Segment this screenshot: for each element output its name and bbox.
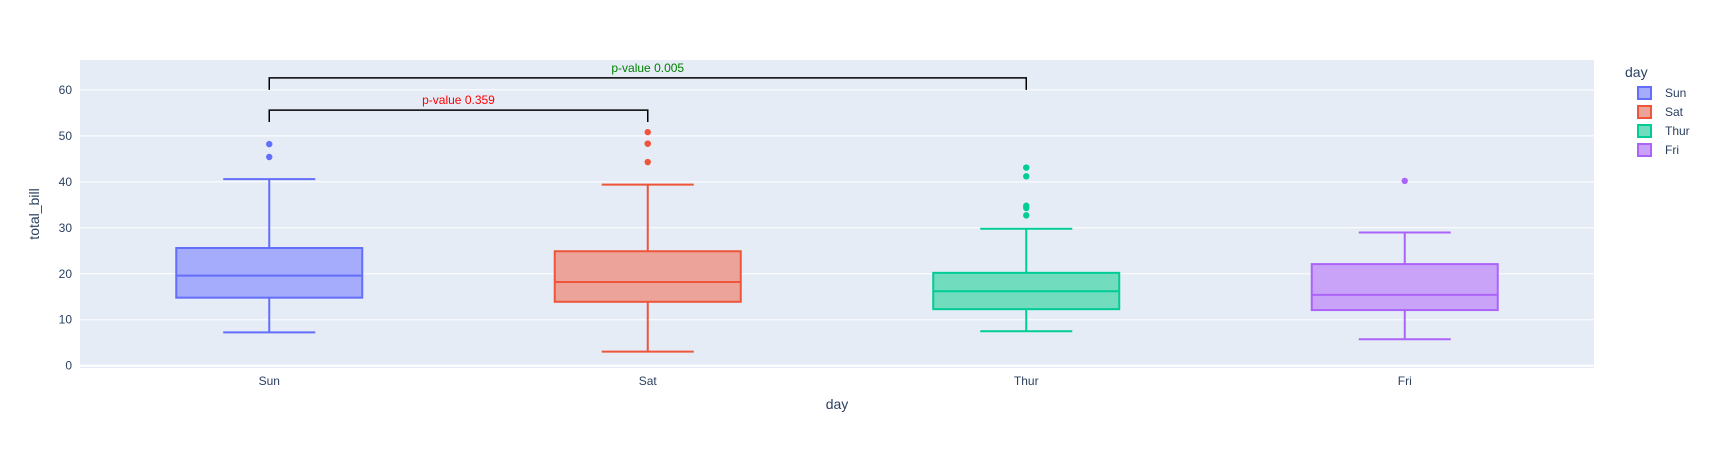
iqr-box bbox=[175, 247, 364, 299]
legend-swatch bbox=[1637, 86, 1652, 100]
outlier-point bbox=[266, 153, 273, 161]
box-fri bbox=[1310, 177, 1499, 341]
x-tick-label: Sat bbox=[639, 374, 658, 388]
legend-item-sun[interactable]: Sun bbox=[1637, 86, 1686, 100]
legend-item-thur[interactable]: Thur bbox=[1637, 124, 1690, 138]
legend-swatch bbox=[1637, 105, 1652, 119]
outlier-point bbox=[1023, 212, 1030, 219]
iqr-box bbox=[1310, 263, 1499, 312]
y-tick-label: 20 bbox=[59, 267, 73, 281]
outlier-point bbox=[644, 158, 651, 166]
y-tick-label: 0 bbox=[65, 359, 72, 373]
outlier-point bbox=[1023, 173, 1030, 180]
bracket-line bbox=[268, 109, 649, 123]
legend-label: Sat bbox=[1665, 105, 1684, 119]
legend: day Sun Sat Thur Fri bbox=[1625, 64, 1690, 157]
legend-label: Thur bbox=[1665, 124, 1690, 138]
legend-title: day bbox=[1625, 64, 1648, 80]
box-sat bbox=[553, 128, 742, 353]
significance-bracket: p-value 0.005 bbox=[268, 61, 1027, 90]
y-tick-label: 40 bbox=[59, 175, 73, 189]
legend-item-sat[interactable]: Sat bbox=[1637, 105, 1684, 119]
outlier-point bbox=[644, 128, 651, 136]
significance-bracket: p-value 0.359 bbox=[268, 93, 649, 123]
x-tick-label: Sun bbox=[259, 374, 280, 388]
outlier-point bbox=[644, 140, 651, 147]
legend-label: Fri bbox=[1665, 143, 1679, 157]
box-thur bbox=[932, 164, 1121, 333]
p-value-label: p-value 0.005 bbox=[611, 61, 684, 75]
y-tick-label: 60 bbox=[59, 83, 73, 97]
plot-area bbox=[80, 60, 1594, 368]
outlier-point bbox=[1401, 177, 1408, 185]
x-tick-label: Thur bbox=[1014, 374, 1039, 388]
outlier-point bbox=[266, 140, 273, 148]
y-tick-label: 50 bbox=[59, 129, 73, 143]
y-tick-label: 30 bbox=[59, 221, 73, 235]
outlier-point bbox=[1023, 164, 1030, 171]
p-value-label: p-value 0.359 bbox=[422, 93, 495, 107]
y-tick-label: 10 bbox=[59, 313, 73, 327]
legend-item-fri[interactable]: Fri bbox=[1637, 143, 1679, 157]
legend-swatch bbox=[1637, 143, 1652, 157]
legend-swatch bbox=[1637, 124, 1652, 138]
x-tick-label: Fri bbox=[1398, 374, 1412, 388]
y-axis-title: total_bill bbox=[26, 188, 42, 239]
outlier-point bbox=[1023, 202, 1030, 209]
x-axis-title: day bbox=[826, 396, 849, 412]
bracket-line bbox=[268, 77, 1027, 90]
box-sun bbox=[175, 140, 364, 334]
iqr-box bbox=[553, 250, 742, 303]
legend-label: Sun bbox=[1665, 86, 1686, 100]
